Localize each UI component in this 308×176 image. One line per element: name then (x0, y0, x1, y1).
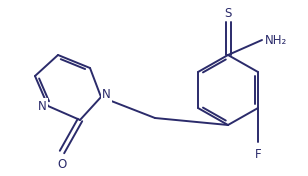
Text: S: S (224, 7, 232, 20)
Text: O: O (57, 158, 67, 171)
Text: NH₂: NH₂ (265, 33, 287, 46)
Text: N: N (38, 99, 47, 112)
Text: N: N (102, 89, 111, 102)
Text: F: F (255, 148, 261, 161)
